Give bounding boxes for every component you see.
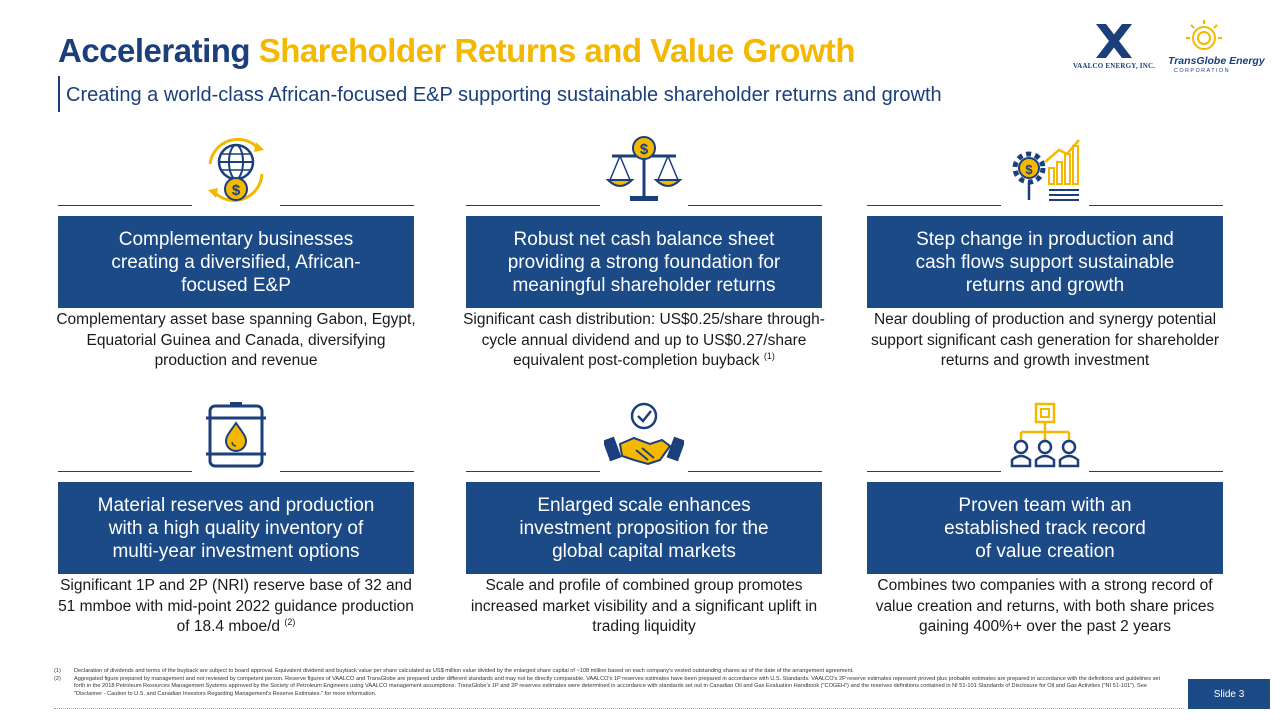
footnote-text: Declaration of dividends and terms of th… [74, 668, 854, 674]
card-description: Near doubling of production and synergy … [861, 310, 1229, 372]
title-part-1: Accelerating [58, 32, 251, 69]
divider-right [280, 205, 414, 206]
card-heading: Robust net cash balance sheet providing … [466, 216, 822, 308]
divider-right [280, 471, 414, 472]
card-description-text: Scale and profile of combined group prom… [470, 577, 818, 635]
divider-left [867, 471, 1001, 472]
divider-left [466, 205, 600, 206]
slide-title: Accelerating Shareholder Returns and Val… [58, 32, 856, 70]
slide-subtitle: Creating a world-class African-focused E… [66, 84, 942, 106]
card-heading: Enlarged scale enhances investment propo… [466, 482, 822, 574]
footnote-ref: (2) [284, 616, 296, 627]
globe-dollar-icon: $ [208, 137, 264, 202]
divider-left [58, 471, 192, 472]
footer-divider [54, 708, 1184, 709]
transglobe-sun-icon [1186, 20, 1222, 50]
subtitle-accent-bar [58, 76, 60, 112]
card-description-text: Significant cash distribution: US$0.25/s… [463, 311, 825, 369]
vaalco-logo: VAALCO ENERGY, INC. [1068, 22, 1160, 74]
transglobe-logo-sub: CORPORATION [1174, 68, 1230, 74]
card-description: Combines two companies with a strong rec… [861, 576, 1229, 638]
balance-scale-icon: $ [605, 136, 683, 201]
svg-text:$: $ [232, 182, 241, 199]
vaalco-logo-text: VAALCO ENERGY, INC. [1072, 62, 1156, 70]
vaalco-x-icon [1096, 24, 1132, 58]
footnotes: (1) Declaration of dividends and terms o… [54, 668, 1164, 698]
divider-right [688, 471, 822, 472]
card-description-text: Near doubling of production and synergy … [870, 311, 1220, 369]
footnote-text: Aggregated figure prepared by management… [74, 675, 1161, 697]
card-heading: Material reserves and production with a … [58, 482, 414, 574]
card-heading: Step change in production and cash flows… [867, 216, 1223, 308]
divider-left [867, 205, 1001, 206]
divider-left [58, 205, 192, 206]
transglobe-logo-name: TransGlobe Energy [1168, 55, 1265, 67]
divider-right [1089, 471, 1223, 472]
handshake-check-icon [604, 402, 684, 466]
card-description: Significant 1P and 2P (NRI) reserve base… [52, 576, 420, 638]
footnote-item: (1) Declaration of dividends and terms o… [54, 668, 1164, 676]
svg-text:$: $ [640, 141, 649, 158]
card-description: Complementary asset base spanning Gabon,… [52, 310, 420, 372]
divider-right [688, 205, 822, 206]
card-description-text: Complementary asset base spanning Gabon,… [56, 311, 416, 369]
divider-right [1089, 205, 1223, 206]
card-description: Scale and profile of combined group prom… [460, 576, 828, 638]
footnote-number: (2) [54, 675, 61, 682]
gear-growth-chart-icon: $ [1012, 139, 1080, 201]
oil-barrel-icon [206, 402, 266, 468]
slide-number-badge: Slide 3 [1188, 679, 1270, 709]
footnote-ref: (1) [763, 350, 775, 361]
team-hierarchy-icon [1010, 402, 1080, 468]
footnote-number: (1) [54, 668, 61, 674]
title-part-2: Shareholder Returns and Value Growth [258, 32, 856, 69]
transglobe-logo: TransGlobe Energy CORPORATION [1164, 18, 1265, 78]
footnote-item: (2) Aggregated figure prepared by manage… [54, 676, 1164, 699]
card-description-text: Significant 1P and 2P (NRI) reserve base… [58, 577, 414, 635]
card-heading: Proven team with an established track re… [867, 482, 1223, 574]
svg-text:$: $ [1025, 162, 1033, 177]
card-description-text: Combines two companies with a strong rec… [875, 577, 1215, 635]
divider-left [466, 471, 600, 472]
card-description: Significant cash distribution: US$0.25/s… [460, 310, 828, 372]
card-heading: Complementary businesses creating a dive… [58, 216, 414, 308]
